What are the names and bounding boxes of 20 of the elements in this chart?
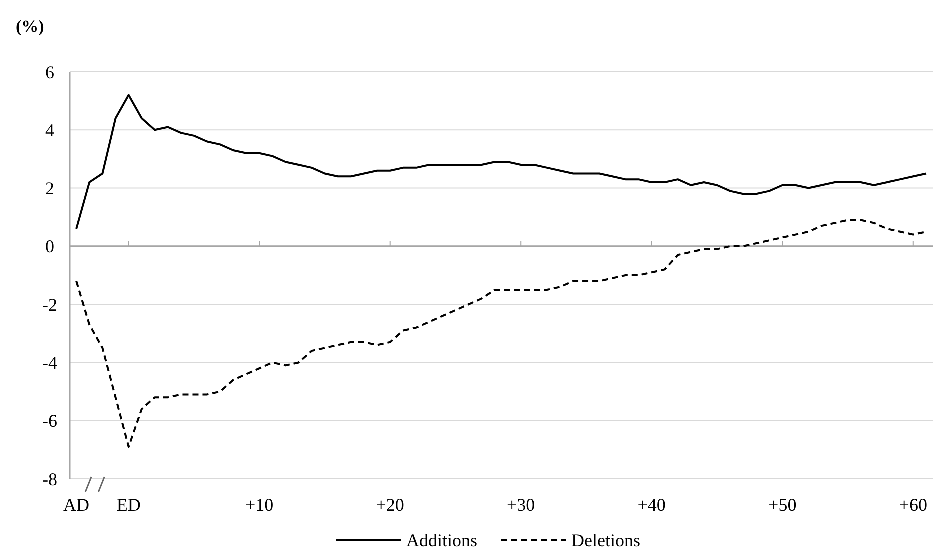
x-tick-label: +10 — [246, 495, 274, 515]
y-tick-label: 6 — [46, 62, 54, 82]
x-tick-label: +40 — [638, 495, 666, 515]
line-series — [76, 94, 928, 230]
x-tick-label: +60 — [899, 495, 928, 515]
y-tick-label: -2 — [42, 294, 58, 315]
y-tick-label: -6 — [42, 411, 58, 432]
y-tick-label: 4 — [46, 120, 54, 140]
legend-label: Additions — [406, 530, 478, 550]
x-tick-label: ED — [116, 495, 141, 515]
y-tick-label: 0 — [46, 236, 54, 257]
y-tick-label: -4 — [42, 353, 58, 374]
x-tick-label: AD — [64, 495, 90, 515]
y-axis-title: (%) — [16, 17, 44, 36]
x-tick-label: +50 — [768, 495, 797, 515]
x-tick-label: +30 — [507, 495, 536, 515]
y-tick-label: 2 — [46, 178, 54, 199]
y-tick-label: -8 — [42, 469, 58, 490]
x-tick-label: +20 — [376, 495, 404, 515]
legend-label: Deletions — [572, 530, 640, 550]
